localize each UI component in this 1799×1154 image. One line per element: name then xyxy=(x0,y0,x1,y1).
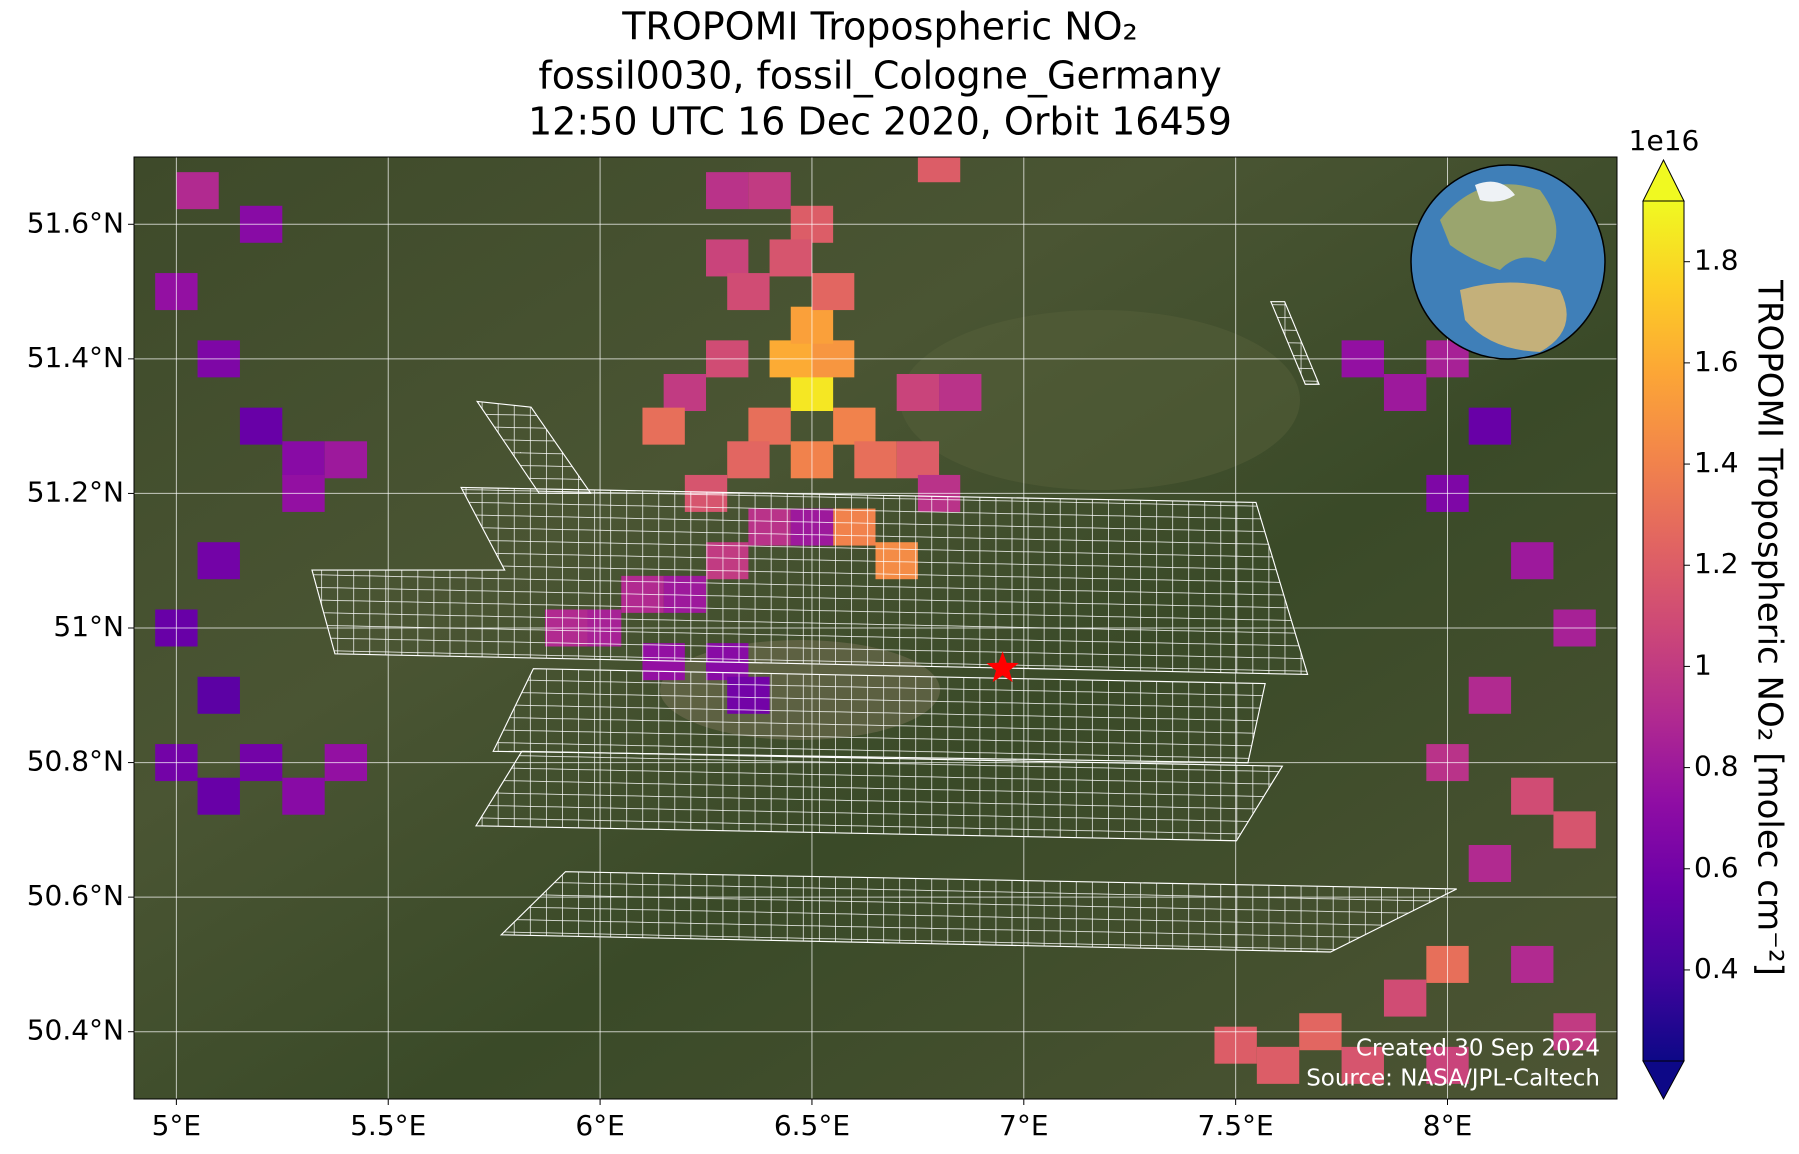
no2-pixel xyxy=(1341,1046,1384,1084)
colorbar-tick-label: 1.8 xyxy=(1694,244,1739,277)
map-area xyxy=(134,157,1617,1099)
title-line: 12:50 UTC 16 Dec 2020, Orbit 16459 xyxy=(528,100,1232,144)
y-tick-label: 50.8°N xyxy=(27,745,124,778)
footprint xyxy=(474,750,1284,842)
colorbar-tick-label: 1.4 xyxy=(1694,446,1739,479)
x-tick-label: 7.5°E xyxy=(1198,1109,1274,1142)
colorbar-offset: 1e16 xyxy=(1629,124,1700,157)
footprint xyxy=(499,871,1457,953)
y-tick-label: 51.2°N xyxy=(27,475,124,508)
no2-pixel xyxy=(939,373,982,412)
colorbar-tick-label: 0.4 xyxy=(1694,952,1739,985)
credit: Created 30 Sep 2024 xyxy=(1356,1036,1600,1062)
no2-pixel xyxy=(727,441,770,479)
title-line: fossil0030, fossil_Cologne_Germany xyxy=(538,54,1221,98)
no2-pixel xyxy=(197,777,240,815)
colorbar-extend xyxy=(1642,1060,1685,1101)
no2-pixel xyxy=(833,407,876,445)
no2-pixel xyxy=(1511,542,1554,580)
no2-pixel xyxy=(896,441,940,479)
title-line: TROPOMI Tropospheric NO₂ xyxy=(621,5,1138,49)
no2-pixel xyxy=(706,172,749,210)
footprint xyxy=(311,486,1309,676)
y-tick-label: 51.4°N xyxy=(27,341,124,374)
colorbar-tick-label: 1 xyxy=(1694,648,1712,681)
no2-pixel xyxy=(748,407,791,445)
basemap-feature xyxy=(900,310,1300,490)
globe-land xyxy=(1460,282,1567,352)
x-tick-label: 7°E xyxy=(999,1109,1049,1142)
no2-pixel xyxy=(282,777,325,815)
no2-pixel xyxy=(1383,979,1427,1017)
x-tick-label: 6°E xyxy=(575,1109,625,1142)
no2-pixel xyxy=(769,239,812,277)
no2-pixel xyxy=(1383,373,1427,412)
x-tick-label: 5.5°E xyxy=(350,1109,426,1142)
no2-pixel xyxy=(197,676,240,714)
no2-pixel xyxy=(896,373,940,412)
no2-pixel xyxy=(854,441,897,479)
footprint xyxy=(492,668,1266,764)
no2-pixel xyxy=(642,407,685,445)
x-tick-label: 5°E xyxy=(152,1109,202,1142)
no2-pixel xyxy=(663,373,707,412)
no2-pixel xyxy=(282,441,325,479)
colorbar-tick-label: 1.6 xyxy=(1694,345,1739,378)
colorbar-tick-label: 0.8 xyxy=(1694,750,1739,783)
no2-pixel xyxy=(1553,811,1596,849)
colorbar-extend xyxy=(1642,158,1685,202)
globe-land xyxy=(1440,184,1557,270)
no2-pixel xyxy=(1468,844,1512,883)
footprints xyxy=(311,301,1457,953)
globe-ice xyxy=(1475,181,1515,202)
no2-pixel xyxy=(706,239,749,277)
credit: Source: NASA/JPL-Caltech xyxy=(1306,1066,1600,1092)
x-tick-label: 6.5°E xyxy=(774,1109,850,1142)
x-tick-label: 8°E xyxy=(1423,1109,1473,1142)
y-tick-label: 50.6°N xyxy=(27,879,124,912)
footprint xyxy=(1270,301,1320,385)
y-tick-label: 50.4°N xyxy=(27,1014,124,1047)
no2-pixel xyxy=(811,273,855,311)
globe-inset xyxy=(1410,164,1606,360)
colorbar: 1e16 TROPOMI Tropospheric NO₂ [molec cm⁻… xyxy=(1629,124,1790,1101)
no2-pixel xyxy=(1511,777,1554,815)
no2-pixel xyxy=(727,273,770,311)
colorbar-scale xyxy=(1642,200,1685,1062)
no2-pixel xyxy=(917,157,961,183)
no2-pixel xyxy=(1511,945,1554,983)
no2-pixel xyxy=(1468,676,1512,714)
y-tick-label: 51.6°N xyxy=(27,206,124,239)
no2-pixel xyxy=(197,542,240,580)
no2-pixel xyxy=(1468,407,1512,445)
y-tick-label: 51°N xyxy=(53,610,124,643)
no2-pixel xyxy=(1256,1046,1300,1084)
no2-pixel xyxy=(748,172,791,210)
colorbar-tick-label: 1.2 xyxy=(1694,547,1739,580)
footprint xyxy=(475,400,592,494)
no2-pixel xyxy=(176,172,219,210)
no2-pixel xyxy=(324,441,368,479)
colorbar-label: TROPOMI Tropospheric NO₂ [molec cm⁻²] xyxy=(1750,279,1790,976)
colorbar-tick-label: 0.6 xyxy=(1694,851,1739,884)
no2-pixel xyxy=(239,407,283,445)
target-marker xyxy=(986,651,1019,683)
